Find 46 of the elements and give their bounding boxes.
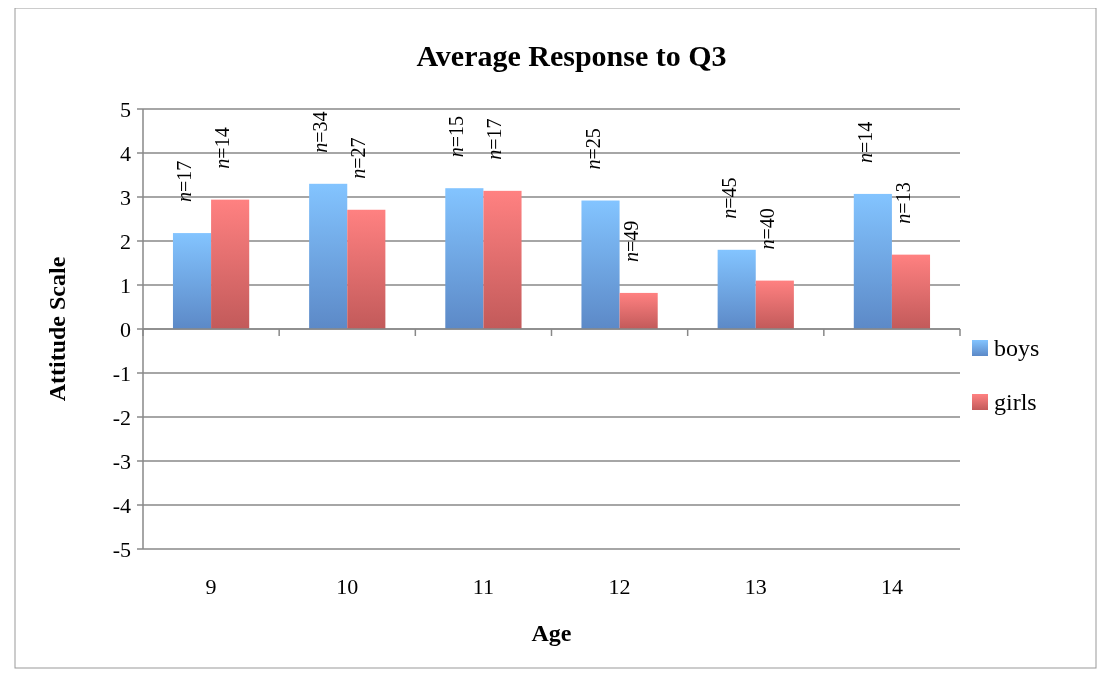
bar	[717, 249, 756, 329]
bar	[853, 193, 892, 329]
legend-label: girls	[994, 389, 1037, 416]
y-tick-label: 5	[120, 96, 131, 122]
annotation: n=13	[891, 182, 914, 224]
bar	[309, 183, 348, 329]
y-tick-label: -2	[112, 404, 131, 430]
y-tick-label: -5	[112, 536, 131, 562]
legend-label: boys	[994, 335, 1040, 362]
annotation: n=27	[347, 137, 370, 179]
annotation: n=15	[445, 115, 468, 158]
annotation: n=45	[717, 177, 740, 219]
annotation: n=40	[755, 208, 778, 250]
annotation: n=14	[211, 127, 234, 169]
y-tick-label: -1	[112, 360, 131, 386]
x-tick-label: 11	[472, 574, 495, 599]
chart-title: Average Response to Q3	[416, 39, 727, 72]
bar	[211, 199, 250, 329]
y-tick-label: 2	[120, 228, 131, 254]
x-tick-label: 13	[744, 574, 767, 599]
x-tick-label: 9	[205, 574, 217, 599]
annotation: n=17	[483, 118, 506, 160]
x-tick-label: 10	[336, 574, 359, 599]
y-tick-label: -3	[112, 448, 131, 474]
y-axis-title: Attitude Scale	[44, 256, 70, 402]
y-tick-label: 0	[120, 316, 131, 342]
bar	[445, 188, 484, 329]
x-axis-title: Age	[531, 620, 572, 646]
bar	[755, 280, 794, 329]
x-tick-label: 14	[880, 574, 903, 599]
bar	[619, 292, 658, 329]
bar	[172, 233, 212, 329]
annotation: n=49	[619, 220, 642, 262]
annotation: n=25	[581, 128, 604, 170]
y-tick-label: 3	[120, 184, 131, 210]
y-tick-label: 4	[120, 140, 131, 166]
annotation: n=34	[309, 111, 332, 153]
bar	[347, 209, 386, 329]
y-tick-label: 1	[120, 272, 131, 298]
bar	[581, 200, 620, 329]
bar	[891, 254, 931, 329]
annotation: n=17	[173, 160, 196, 203]
bar	[483, 190, 522, 329]
annotation: n=14	[853, 121, 876, 163]
y-tick-label: -4	[112, 492, 131, 518]
x-tick-label: 12	[608, 574, 631, 599]
